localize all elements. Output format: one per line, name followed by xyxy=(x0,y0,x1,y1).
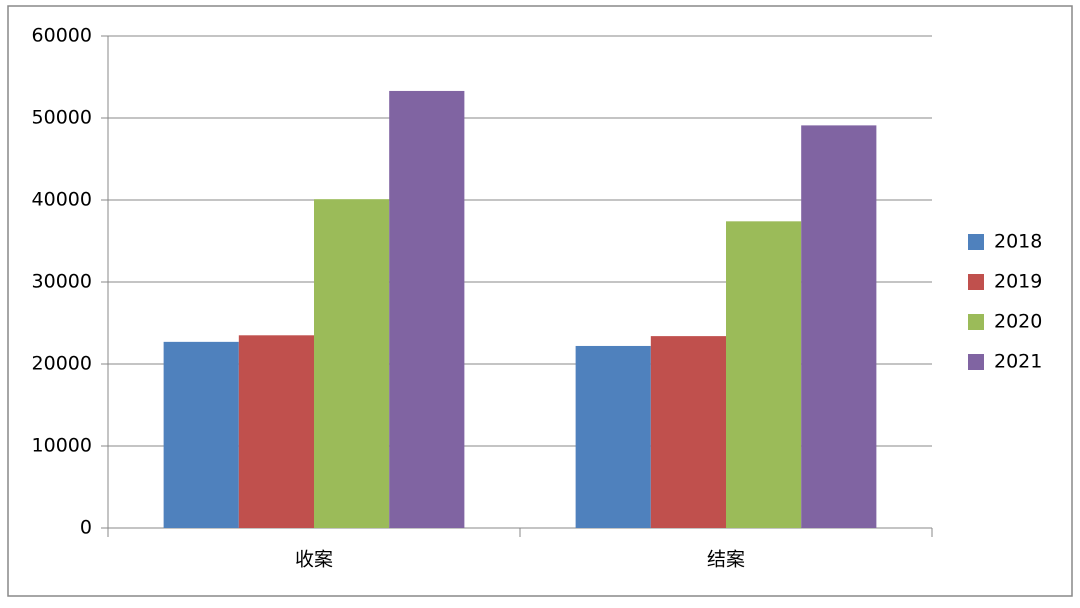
legend-swatch xyxy=(968,274,984,290)
bar xyxy=(163,341,239,528)
legend-label: 2019 xyxy=(994,271,1042,293)
y-tick-label: 30000 xyxy=(32,271,92,293)
legend-swatch xyxy=(968,314,984,330)
bar xyxy=(238,335,314,528)
y-tick-label: 20000 xyxy=(32,353,92,375)
legend-swatch xyxy=(968,234,984,250)
legend-label: 2021 xyxy=(994,351,1042,373)
bar xyxy=(575,345,651,528)
legend-swatch xyxy=(968,354,984,370)
y-tick-label: 10000 xyxy=(32,435,92,457)
legend-label: 2020 xyxy=(994,311,1042,333)
y-tick-label: 60000 xyxy=(32,25,92,47)
y-tick-label: 0 xyxy=(80,517,92,539)
x-tick-label: 收案 xyxy=(295,549,333,571)
bar xyxy=(801,125,877,528)
legend-label: 2018 xyxy=(994,231,1042,253)
y-tick-label: 40000 xyxy=(32,189,92,211)
bar xyxy=(389,90,465,528)
bar xyxy=(650,336,726,528)
x-tick-label: 结案 xyxy=(707,549,745,571)
bar xyxy=(314,199,390,528)
bar xyxy=(726,221,802,528)
y-tick-label: 50000 xyxy=(32,107,92,129)
